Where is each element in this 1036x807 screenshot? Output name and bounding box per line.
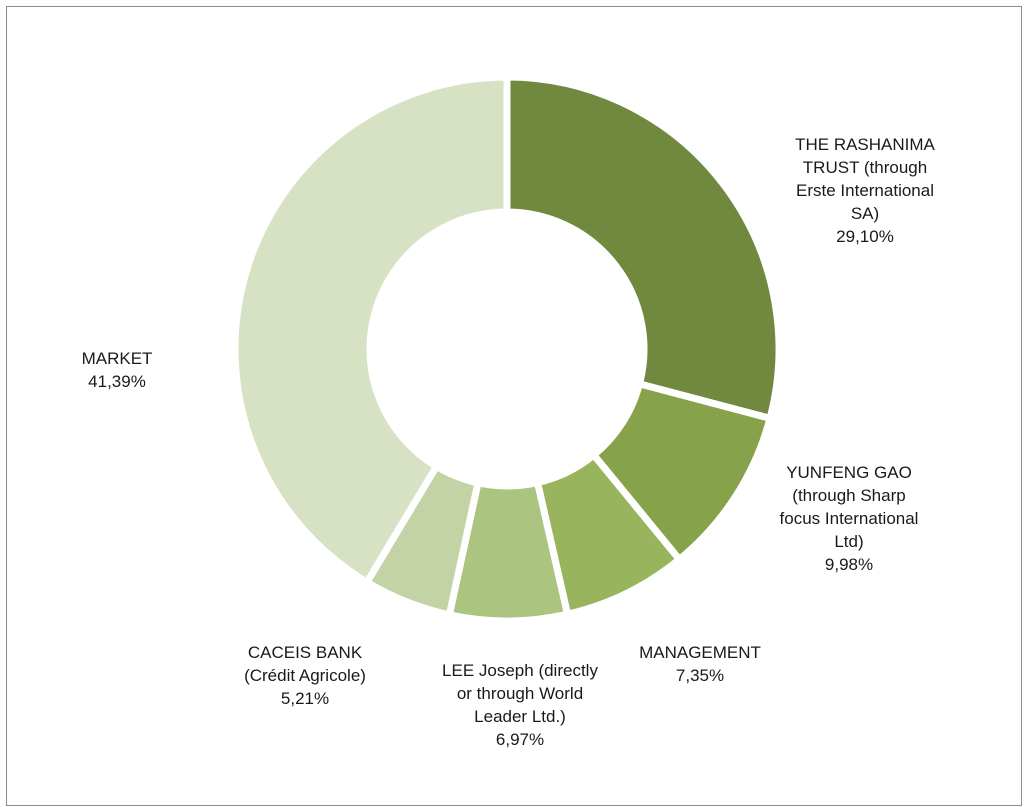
slice-rashanima-trust <box>503 73 783 423</box>
slice-label-line: MARKET <box>81 349 153 368</box>
slice-label-market: MARKET 41,39% <box>17 347 217 393</box>
slice-label-line: Ltd) <box>834 532 864 551</box>
chart-frame: THE RASHANIMA TRUST (through Erste Inter… <box>6 6 1022 806</box>
slice-percent: 7,35% <box>675 666 725 685</box>
slice-label-caceis-bank: CACEIS BANK (Crédit Agricole) 5,21% <box>205 641 405 710</box>
slice-label-line: YUNFENG GAO <box>786 463 912 482</box>
slice-label-line: TRUST (through <box>802 158 928 177</box>
slice-percent: 6,97% <box>495 730 545 749</box>
slice-label-line: LEE Joseph (directly <box>442 661 598 680</box>
slice-label-line: focus International <box>779 509 919 528</box>
slice-label-line: MANAGEMENT <box>639 643 761 662</box>
slice-percent: 41,39% <box>88 372 146 391</box>
slice-label-line: THE RASHANIMA <box>795 135 935 154</box>
slice-label-rashanima-trust: THE RASHANIMA TRUST (through Erste Inter… <box>765 133 965 248</box>
slice-label-line: Leader Ltd.) <box>474 707 566 726</box>
slice-label-line: CACEIS BANK <box>247 643 363 662</box>
slice-percent: 29,10% <box>836 227 894 246</box>
doughnut-chart <box>231 73 783 625</box>
slice-label-line: (Crédit Agricole) <box>244 666 366 685</box>
slice-label-yunfeng-gao: YUNFENG GAO (through Sharp focus Interna… <box>749 461 949 576</box>
slice-percent: 5,21% <box>280 689 330 708</box>
slice-label-line: or through World <box>456 684 584 703</box>
slice-label-line: Erste International <box>796 181 934 200</box>
slice-label-line: (through Sharp <box>792 486 906 505</box>
slice-label-lee-joseph: LEE Joseph (directly or through World Le… <box>420 659 620 751</box>
slice-label-line: SA) <box>850 204 880 223</box>
slice-market <box>231 73 511 587</box>
slice-label-management: MANAGEMENT 7,35% <box>600 641 800 687</box>
slice-percent: 9,98% <box>824 555 874 574</box>
